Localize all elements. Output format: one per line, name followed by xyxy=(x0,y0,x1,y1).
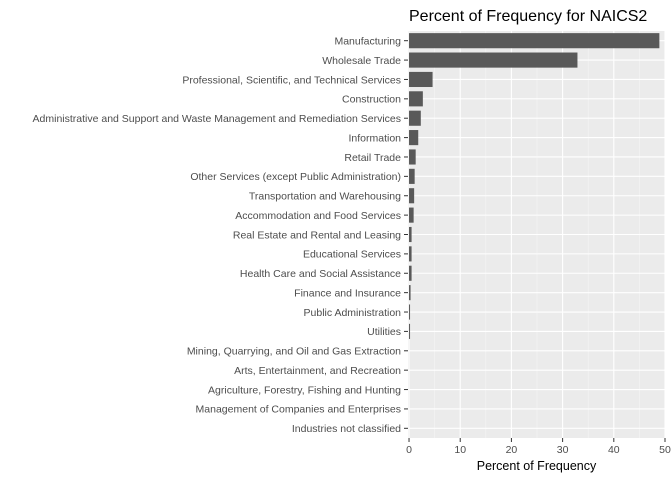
bar xyxy=(409,285,411,301)
category-label: Agriculture, Forestry, Fishing and Hunti… xyxy=(208,384,401,396)
category-label: Real Estate and Rental and Leasing xyxy=(233,229,401,241)
bar xyxy=(409,207,414,223)
bar xyxy=(409,149,416,165)
bar xyxy=(409,246,412,262)
chart-title: Percent of Frequency for NAICS2 xyxy=(409,8,647,25)
category-label: Other Services (except Public Administra… xyxy=(190,171,401,183)
category-label: Mining, Quarrying, and Oil and Gas Extra… xyxy=(187,346,401,358)
category-label: Administrative and Support and Waste Man… xyxy=(33,113,401,125)
bar xyxy=(409,71,433,88)
category-label: Professional, Scientific, and Technical … xyxy=(182,74,401,86)
category-label: Finance and Insurance xyxy=(294,287,401,299)
bar xyxy=(409,33,660,49)
category-label: Health Care and Social Assistance xyxy=(240,268,401,280)
category-label: Retail Trade xyxy=(344,152,401,164)
category-label: Public Administration xyxy=(304,307,402,319)
bar xyxy=(409,168,415,184)
bar xyxy=(409,323,411,339)
x-axis-title: Percent of Frequency xyxy=(477,459,597,473)
category-label: Manufacturing xyxy=(334,35,401,47)
category-label: Management of Companies and Enterprises xyxy=(196,404,401,416)
bar xyxy=(409,188,415,204)
bar xyxy=(409,304,411,320)
category-label: Utilities xyxy=(367,326,401,338)
category-label: Construction xyxy=(342,94,401,106)
category-label: Transportation and Warehousing xyxy=(249,191,401,203)
bar xyxy=(409,265,412,281)
x-tick-label: 20 xyxy=(506,444,518,456)
bars xyxy=(409,33,660,339)
bar xyxy=(409,52,578,68)
bar xyxy=(409,130,419,146)
category-label: Educational Services xyxy=(303,249,401,261)
bar xyxy=(409,91,423,107)
bar xyxy=(409,226,412,243)
x-tick-label: 40 xyxy=(608,444,620,456)
category-label: Wholesale Trade xyxy=(322,55,401,67)
category-label: Information xyxy=(348,132,401,144)
x-tick-label: 10 xyxy=(454,444,466,456)
category-label: Accommodation and Food Services xyxy=(235,210,401,222)
x-tick-label: 30 xyxy=(557,444,569,456)
category-label: Arts, Entertainment, and Recreation xyxy=(234,365,401,377)
category-label: Industries not classified xyxy=(292,423,401,435)
bar xyxy=(409,110,421,126)
axes: Manufacturing Wholesale Trade Professional… xyxy=(33,35,671,456)
x-tick-label: 50 xyxy=(659,444,671,456)
x-tick-label: 0 xyxy=(406,444,412,456)
